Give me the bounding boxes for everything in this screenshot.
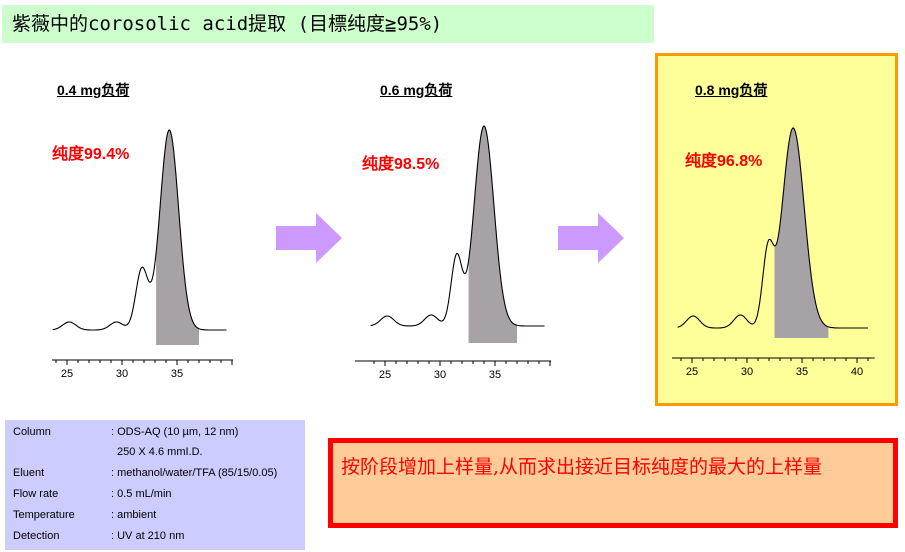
chromatogram-3: 25 30 35 40 — [672, 127, 875, 378]
panel-1-purity: 纯度99.4% — [52, 146, 130, 163]
arrow-right-icon — [558, 213, 624, 263]
condition-key: Eluent — [13, 467, 45, 479]
panel-2-load-label: 0.6 mg负荷 — [380, 82, 453, 98]
conclusion-note: 按阶段增加上样量,从而求出接近目标纯度的最大的上样量 — [328, 438, 898, 528]
main-peak-area — [468, 126, 517, 343]
x-tick-label: 30 — [116, 368, 128, 380]
panel-2-purity: 纯度98.5% — [362, 156, 440, 173]
condition-key: Detection — [13, 530, 60, 542]
chromatogram-1: 25 30 35 — [52, 129, 234, 380]
condition-value: : 0.5 mL/min — [111, 488, 172, 500]
x-tick-label: 35 — [489, 369, 501, 380]
condition-value: 250 X 4.6 mmI.D. — [117, 446, 203, 458]
arrow-right-icon — [276, 213, 342, 263]
condition-value: : ambient — [111, 509, 157, 521]
x-tick-label: 30 — [741, 366, 753, 378]
condition-value: : UV at 210 nm — [111, 530, 185, 542]
x-tick-label: 40 — [851, 366, 863, 378]
panel-1-load-label: 0.4 mg负荷 — [57, 82, 130, 98]
x-tick-label: 35 — [796, 366, 808, 378]
x-tick-label: 35 — [171, 368, 183, 380]
chromatogram-2: 25 30 35 — [355, 125, 552, 380]
chromatogram-trace — [52, 129, 227, 331]
x-tick-label: 25 — [379, 369, 391, 380]
chromatogram-trace — [370, 125, 545, 327]
condition-value: : methanol/water/TFA (85/15/0.05) — [111, 467, 278, 479]
slide-title: 紫薇中的corosolic acid提取 (目標纯度≧95%) — [2, 5, 654, 43]
condition-value: : ODS-AQ (10 µm, 12 nm) — [111, 426, 239, 438]
condition-key: Temperature — [13, 509, 75, 521]
x-tick-label: 25 — [686, 366, 698, 378]
main-peak-area — [774, 128, 829, 338]
main-peak-area — [156, 130, 199, 345]
condition-key: Column — [13, 426, 51, 438]
chromatogram-trace — [677, 127, 868, 329]
conditions-table: Column : ODS-AQ (10 µm, 12 nm) 250 X 4.6 … — [5, 420, 305, 550]
highlight-box — [655, 53, 898, 406]
panel-3-load-label: 0.8 mg负荷 — [695, 82, 768, 98]
x-tick-label: 25 — [61, 368, 73, 380]
x-tick-label: 30 — [434, 369, 446, 380]
panel-3-purity: 纯度96.8% — [685, 153, 763, 170]
condition-key: Flow rate — [13, 488, 59, 500]
